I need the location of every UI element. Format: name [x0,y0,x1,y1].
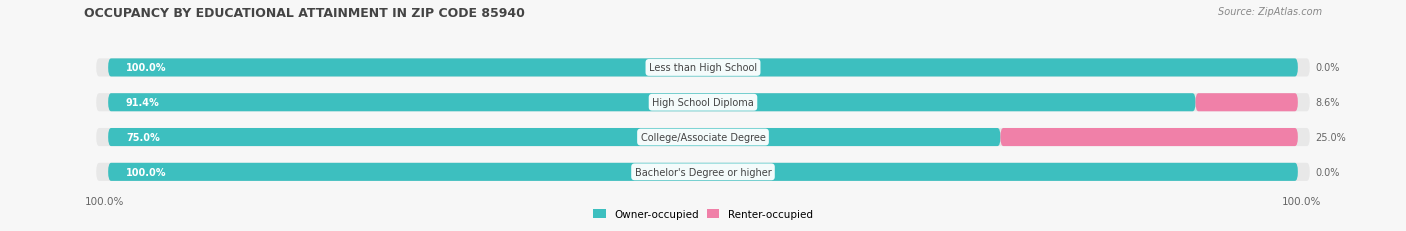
Text: 100.0%: 100.0% [127,63,166,73]
FancyBboxPatch shape [96,128,1310,146]
Text: Source: ZipAtlas.com: Source: ZipAtlas.com [1218,7,1322,17]
Text: 91.4%: 91.4% [127,98,160,108]
Text: 8.6%: 8.6% [1316,98,1340,108]
FancyBboxPatch shape [96,59,1310,77]
FancyBboxPatch shape [96,163,1310,181]
Text: 100.0%: 100.0% [1282,196,1322,206]
FancyBboxPatch shape [96,94,1310,112]
FancyBboxPatch shape [108,94,1195,112]
Text: College/Associate Degree: College/Associate Degree [641,132,765,143]
Text: 0.0%: 0.0% [1316,167,1340,177]
FancyBboxPatch shape [1195,94,1298,112]
Text: High School Diploma: High School Diploma [652,98,754,108]
Text: OCCUPANCY BY EDUCATIONAL ATTAINMENT IN ZIP CODE 85940: OCCUPANCY BY EDUCATIONAL ATTAINMENT IN Z… [84,7,526,20]
FancyBboxPatch shape [108,128,1001,146]
Text: 25.0%: 25.0% [1316,132,1347,143]
FancyBboxPatch shape [108,59,1298,77]
Text: 75.0%: 75.0% [127,132,160,143]
Legend: Owner-occupied, Renter-occupied: Owner-occupied, Renter-occupied [589,205,817,224]
Text: Bachelor's Degree or higher: Bachelor's Degree or higher [634,167,772,177]
FancyBboxPatch shape [1001,128,1298,146]
Text: 100.0%: 100.0% [84,196,124,206]
FancyBboxPatch shape [108,163,1298,181]
Text: 0.0%: 0.0% [1316,63,1340,73]
Text: Less than High School: Less than High School [650,63,756,73]
Text: 100.0%: 100.0% [127,167,166,177]
